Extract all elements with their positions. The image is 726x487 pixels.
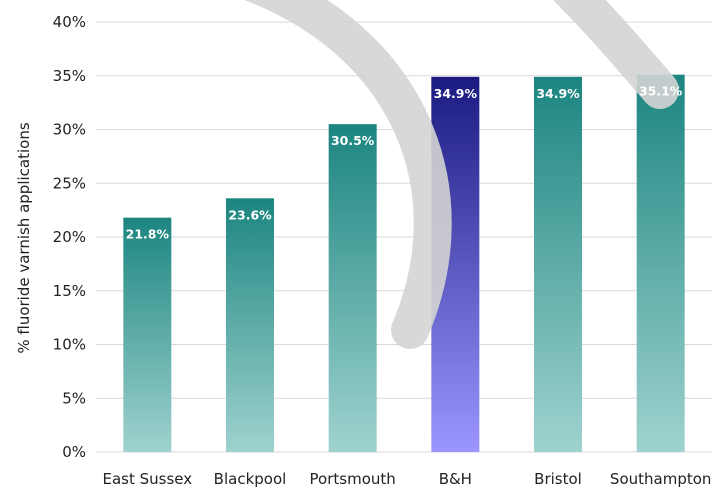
bar xyxy=(123,217,172,452)
x-category-label: B&H xyxy=(439,470,472,487)
data-label: 34.9% xyxy=(434,86,478,101)
y-tick-label: 30% xyxy=(53,121,86,139)
x-category-label: Southampton xyxy=(610,470,711,487)
y-tick-label: 35% xyxy=(53,67,86,85)
y-axis-title: % fluoride varnish applications xyxy=(15,122,33,353)
bar xyxy=(226,198,274,452)
data-labels: 21.8% 23.6% 30.5% 34.9% 34.9% 35.1% xyxy=(126,84,683,242)
data-label: 21.8% xyxy=(126,227,170,242)
y-tick-label: 25% xyxy=(53,174,86,192)
x-category-label: Bristol xyxy=(534,470,582,487)
y-tick-label: 15% xyxy=(53,282,86,300)
x-category-label: Blackpool xyxy=(214,470,287,487)
y-tick-label: 0% xyxy=(62,443,86,461)
y-tick-label: 20% xyxy=(53,228,86,246)
bar xyxy=(636,74,685,453)
x-axis-categories: East Sussex Blackpool Portsmouth B&H Bristol… xyxy=(103,470,712,487)
y-tick-label: 10% xyxy=(53,336,86,354)
y-tick-label: 40% xyxy=(53,13,86,31)
bar xyxy=(328,124,377,452)
y-tick-label: 5% xyxy=(62,389,86,407)
data-label: 35.1% xyxy=(639,84,683,99)
decorative-watermark xyxy=(243,0,679,349)
data-label: 30.5% xyxy=(331,133,375,148)
data-label: 23.6% xyxy=(228,207,272,222)
y-axis-ticks: 0% 5% 10% 15% 20% 25% 30% 35% 40% xyxy=(53,13,86,461)
data-label: 34.9% xyxy=(536,86,580,101)
bars xyxy=(123,74,685,453)
gridlines xyxy=(96,21,712,453)
x-category-label: Portsmouth xyxy=(310,470,396,487)
bar xyxy=(534,76,582,452)
x-category-label: East Sussex xyxy=(103,470,193,487)
